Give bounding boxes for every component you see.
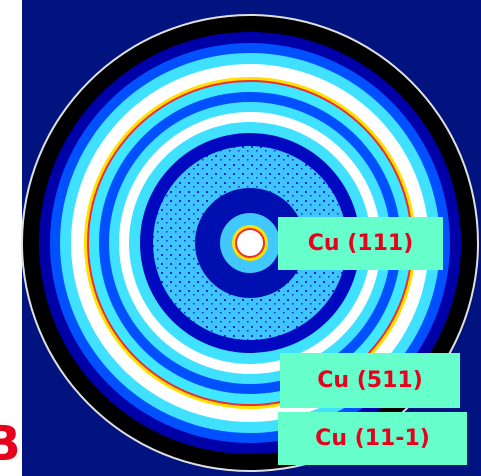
figure: B bbox=[0, 0, 481, 476]
label: Cu (11-1) bbox=[278, 412, 467, 465]
label: Cu (511) bbox=[280, 353, 460, 408]
label: Cu (111) bbox=[278, 217, 443, 270]
